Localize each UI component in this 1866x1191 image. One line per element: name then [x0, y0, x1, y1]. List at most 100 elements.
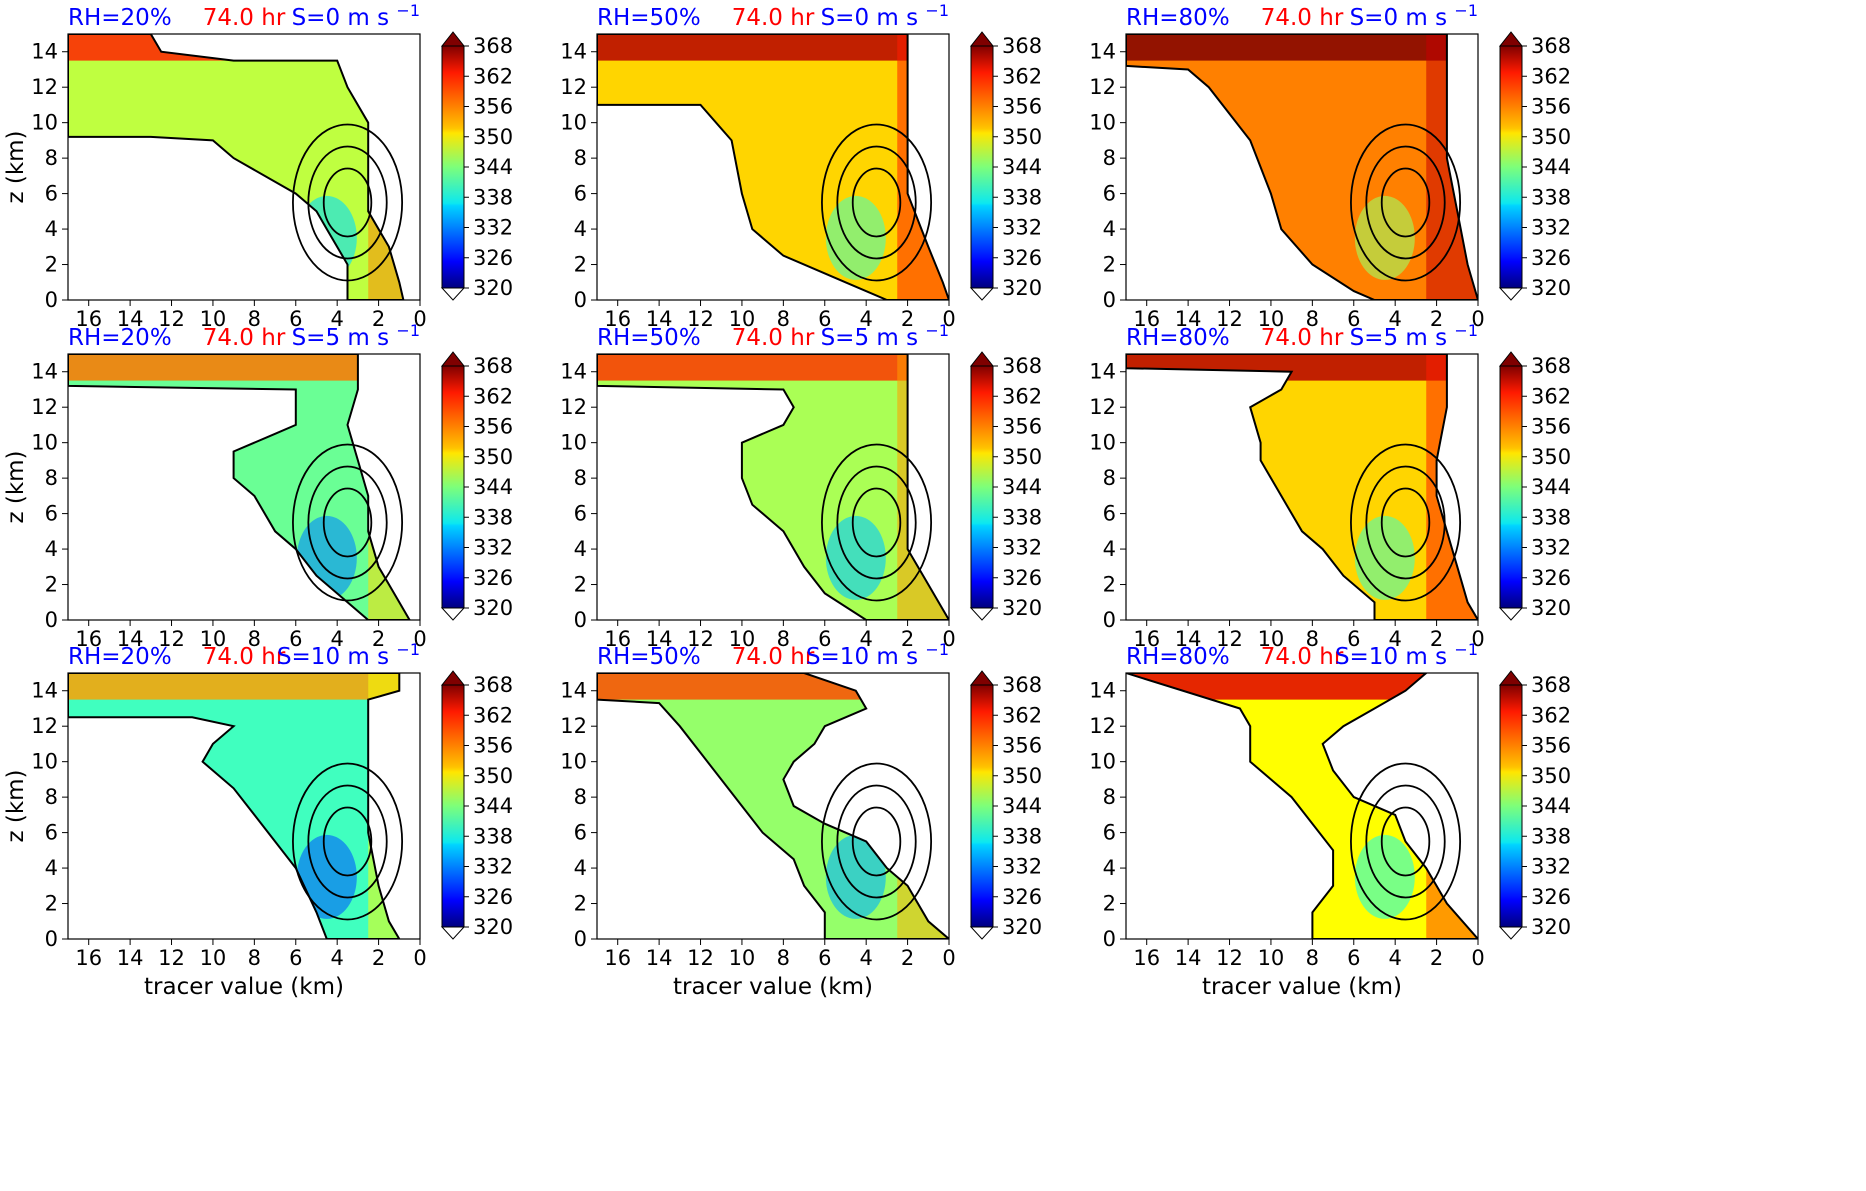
shear-label: S=10 m s −1 — [806, 640, 949, 670]
y-tick-label: 12 — [1089, 75, 1116, 99]
shear-exponent: −1 — [396, 640, 420, 659]
y-tick-label: 8 — [1103, 466, 1116, 490]
colorbar-tick-label: 338 — [1531, 185, 1571, 209]
x-tick-label: 2 — [1430, 307, 1443, 331]
panel-plot-area — [597, 34, 949, 300]
shear-label: S=10 m s −1 — [277, 640, 420, 670]
y-tick-label: 0 — [45, 608, 58, 632]
streamfunction-contour — [821, 123, 933, 282]
x-tick-label: 14 — [1175, 627, 1202, 651]
y-tick-label: 14 — [31, 40, 58, 64]
x-tick-label: 2 — [372, 946, 385, 970]
shear-value: S=10 m s — [806, 644, 925, 670]
x-tick-label: 6 — [818, 946, 831, 970]
shear-value: S=0 m s — [1350, 5, 1455, 31]
colorbar-extend-max — [1498, 31, 1524, 47]
x-tick-label: 2 — [372, 627, 385, 651]
colorbar-extend-max — [1498, 351, 1524, 367]
boundary-contour — [597, 34, 949, 300]
x-tick-label: 2 — [1430, 627, 1443, 651]
y-tick-label: 14 — [31, 679, 58, 703]
inflow-tongue — [1354, 195, 1415, 280]
outflow-layer — [1126, 34, 1478, 61]
shear-exponent: −1 — [925, 321, 949, 340]
y-tick-label: 2 — [1103, 892, 1116, 916]
streamfunction-contour — [307, 465, 388, 580]
x-tick-label: 10 — [200, 946, 227, 970]
colorbar-tick-label: 344 — [473, 794, 513, 818]
x-tick-label: 8 — [777, 946, 790, 970]
y-tick-label: 0 — [1103, 608, 1116, 632]
shear-label: S=10 m s −1 — [1335, 640, 1478, 670]
shear-value: S=5 m s — [292, 325, 397, 351]
x-tick-label: 4 — [1388, 307, 1401, 331]
time-label: 74.0 hr — [732, 644, 815, 670]
shear-exponent: −1 — [925, 640, 949, 659]
x-tick-label: 10 — [200, 627, 227, 651]
shear-label: S=0 m s −1 — [292, 1, 420, 31]
colorbar-tick-label: 326 — [473, 246, 513, 270]
colorbar-gradient — [441, 684, 465, 928]
y-tick-label: 2 — [1103, 253, 1116, 277]
outflow-layer — [597, 34, 949, 61]
inflow-tongue — [825, 195, 886, 280]
colorbar-tick-label: 356 — [473, 415, 513, 439]
colorbar-tick-label: 368 — [1002, 34, 1042, 58]
colorbar: 320 326 332 338 344 350 356 362 368 — [1498, 31, 1571, 301]
colorbar-extend-min — [1498, 607, 1524, 621]
x-tick-label: 0 — [942, 627, 955, 651]
colorbar-gradient — [1499, 684, 1523, 928]
colorbar-tick-label: 368 — [1002, 354, 1042, 378]
shear-exponent: −1 — [925, 1, 949, 20]
colorbar-tick-label: 344 — [473, 475, 513, 499]
y-tick-label: 12 — [31, 714, 58, 738]
x-tick-label: 6 — [289, 946, 302, 970]
shear-exponent: −1 — [1454, 640, 1478, 659]
x-axis-label: tracer value (km) — [144, 974, 344, 1000]
colorbar-tick-label: 368 — [1002, 673, 1042, 697]
axes-frame — [67, 353, 421, 621]
colorbar-tick-label: 332 — [1531, 216, 1571, 240]
colorbar-tick-label: 332 — [1531, 855, 1571, 879]
panel-7: 16 14 12 10 8 6 4 2 0 0 2 4 6 8 10 12 14 RH=20% 74.0 hrS=1… — [3, 640, 513, 1000]
y-tick-label: 10 — [31, 111, 58, 135]
y-tick-label: 10 — [1089, 750, 1116, 774]
x-tick-label: 4 — [1388, 946, 1401, 970]
y-tick-label: 4 — [45, 537, 58, 561]
x-tick-label: 4 — [330, 307, 343, 331]
x-tick-label: 8 — [248, 307, 261, 331]
y-tick-label: 0 — [574, 288, 587, 312]
boundary-contour — [1126, 354, 1478, 620]
time-label: 74.0 hr — [1261, 644, 1344, 670]
x-tick-label: 14 — [646, 307, 673, 331]
axes-frame — [67, 672, 421, 940]
colorbar-tick-label: 326 — [473, 885, 513, 909]
colorbar-tick-label: 350 — [1002, 764, 1042, 788]
colorbar-tick-label: 362 — [1531, 384, 1571, 408]
x-tick-label: 16 — [75, 946, 102, 970]
colorbar-tick-label: 338 — [1002, 505, 1042, 529]
y-tick-label: 4 — [45, 856, 58, 880]
panel-plot-area — [68, 673, 420, 939]
y-tick-label: 4 — [574, 856, 587, 880]
colorbar-tick-label: 362 — [1002, 64, 1042, 88]
y-tick-label: 10 — [1089, 111, 1116, 135]
panel-5: 16 14 12 10 8 6 4 2 0 0 2 4 6 8 10 12 14 RH=50% 74.0 hr S=5… — [560, 321, 1042, 651]
outside-mask — [1126, 34, 1478, 300]
colorbar: 320 326 332 338 344 350 356 362 368 — [440, 31, 513, 301]
colorbar-tick-label: 344 — [473, 155, 513, 179]
colorbar-tick-label: 350 — [1531, 445, 1571, 469]
x-tick-label: 12 — [158, 946, 185, 970]
colorbar-tick-label: 320 — [1531, 596, 1571, 620]
outside-mask — [597, 354, 949, 620]
inflow-tongue — [296, 834, 357, 919]
x-tick-label: 10 — [729, 946, 756, 970]
x-tick-label: 10 — [200, 307, 227, 331]
x-tick-label: 16 — [604, 627, 631, 651]
colorbar-gradient — [970, 365, 994, 609]
x-tick-label: 4 — [859, 627, 872, 651]
streamfunction-contour — [1350, 443, 1462, 602]
y-tick-label: 14 — [560, 360, 587, 384]
x-tick-label: 8 — [777, 627, 790, 651]
outside-mask — [597, 673, 949, 939]
